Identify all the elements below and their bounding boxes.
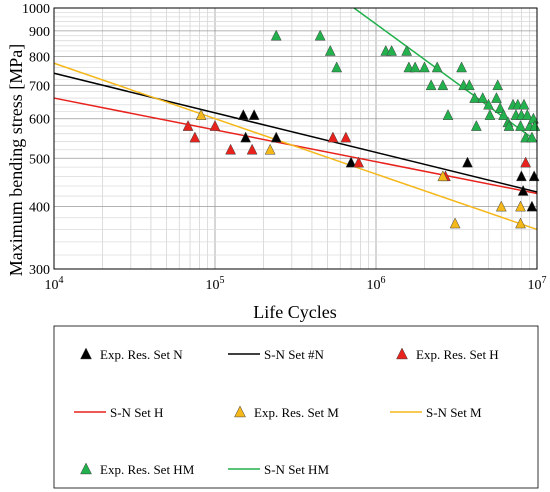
- data-point: [353, 156, 365, 168]
- data-point: [209, 120, 221, 131]
- y-tick-label: 400: [29, 201, 50, 216]
- legend-label: Exp. Res. Set M: [254, 405, 339, 420]
- sn-line: [53, 72, 538, 193]
- y-tick-label: 1000: [22, 2, 50, 17]
- data-point: [470, 120, 482, 131]
- data-point: [469, 92, 481, 103]
- y-tick-label: 900: [29, 25, 50, 40]
- legend-box: [53, 325, 539, 489]
- data-point: [521, 109, 533, 120]
- y-axis-title: Maximum bending stress [MPa]: [6, 44, 26, 276]
- data-point: [449, 217, 461, 229]
- legend-label: S-N Set H: [110, 405, 163, 420]
- data-point: [401, 44, 413, 56]
- x-tick-label: 106: [367, 275, 386, 293]
- data-point: [270, 131, 282, 143]
- x-tick-label: 105: [206, 275, 225, 293]
- data-point: [419, 61, 430, 73]
- data-point: [515, 170, 527, 182]
- x-axis-title: Life Cycles: [253, 302, 336, 322]
- tick-labels: 300 400 500 600 700 800 900 1000 104 105 106 107: [22, 2, 547, 293]
- legend-label: Exp. Res. Set H: [416, 347, 499, 362]
- data-point: [431, 61, 443, 73]
- data-point: [264, 143, 276, 155]
- data-point: [520, 156, 532, 168]
- legend-label: Exp. Res. Set N: [100, 347, 183, 362]
- legend-marker: [396, 347, 408, 360]
- data-point: [463, 79, 475, 91]
- data-point: [515, 120, 526, 131]
- y-tick-label: 800: [29, 50, 50, 65]
- legend: Exp. Res. Set N S-N Set #N Exp. Res. Set H…: [53, 325, 539, 489]
- data-point: [237, 109, 249, 120]
- x-tick-label: 104: [45, 275, 64, 293]
- data-point: [437, 170, 449, 182]
- data-point: [442, 109, 454, 120]
- data-point: [345, 156, 357, 168]
- data-point: [246, 143, 258, 155]
- data-point: [495, 200, 507, 212]
- data-point: [462, 156, 473, 168]
- legend-label: S-N Set M: [426, 405, 482, 420]
- data-point: [270, 29, 282, 41]
- data-point: [526, 200, 538, 212]
- x-tick-label: 107: [528, 275, 547, 293]
- data-point: [517, 184, 529, 196]
- sn-line: [53, 62, 538, 231]
- y-tick-label: 700: [29, 79, 50, 94]
- data-point: [494, 102, 506, 113]
- legend-label: S-N Set HM: [264, 462, 329, 477]
- y-tick-label: 600: [29, 113, 50, 128]
- data-point: [327, 131, 339, 143]
- legend-label: S-N Set #N: [264, 347, 325, 362]
- data-point: [456, 61, 467, 73]
- legend-label: Exp. Res. Set HM: [100, 462, 195, 477]
- data-point: [314, 29, 326, 41]
- y-tick-label: 300: [29, 263, 50, 278]
- data-point: [225, 143, 237, 155]
- data-point: [248, 109, 260, 120]
- y-tick-label: 500: [29, 152, 50, 167]
- data-point: [526, 131, 538, 143]
- grid: [53, 7, 537, 270]
- data-point: [437, 79, 449, 91]
- data-point: [340, 131, 352, 143]
- legend-marker: [80, 462, 92, 475]
- data-point: [515, 217, 526, 229]
- data-point: [518, 98, 530, 110]
- data-point: [491, 92, 502, 103]
- data-point: [409, 61, 421, 73]
- legend-marker: [234, 405, 246, 418]
- data-point: [195, 109, 207, 120]
- data-point: [240, 131, 252, 143]
- data-point: [515, 200, 526, 212]
- data-point: [182, 120, 194, 131]
- data-point: [503, 120, 515, 131]
- data-point: [477, 92, 489, 103]
- plot-frame: [53, 7, 538, 270]
- data-point: [483, 98, 494, 110]
- plot-series: [53, 7, 541, 231]
- data-point: [331, 61, 343, 73]
- legend-marker: [80, 347, 92, 360]
- data-point: [324, 44, 336, 56]
- data-point: [492, 79, 504, 91]
- data-point: [425, 79, 437, 91]
- data-point: [498, 109, 509, 120]
- data-point: [189, 131, 201, 143]
- data-point: [386, 44, 398, 56]
- data-point: [484, 109, 496, 120]
